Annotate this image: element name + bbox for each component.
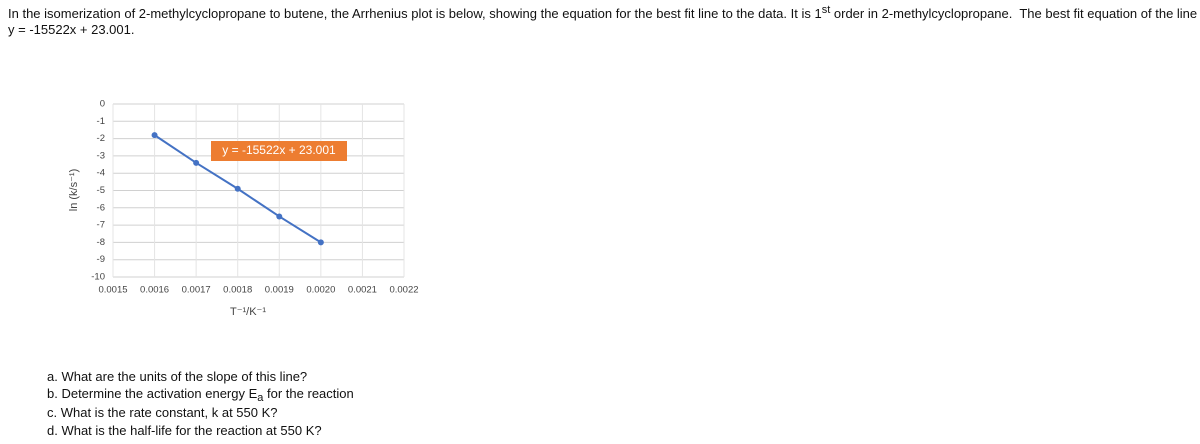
question-text: b. Determine the activation energy E <box>47 386 258 401</box>
y-tick-label: -9 <box>97 254 105 265</box>
x-axis-title: T⁻¹/K⁻¹ <box>230 306 266 318</box>
data-point <box>151 132 158 139</box>
data-point <box>193 159 200 166</box>
x-tick-label: 0.0018 <box>223 285 252 296</box>
question: c. What is the rate constant, k at 550 K… <box>47 405 278 420</box>
intro-text: y = -15522x + 23.001. <box>8 22 135 37</box>
intro-line: In the isomerization of 2-methylcyclopro… <box>8 4 1200 22</box>
intro-sup: st <box>821 4 831 16</box>
y-tick-label: -4 <box>97 168 105 179</box>
x-tick-label: 0.0016 <box>140 285 169 296</box>
x-tick-label: 0.0017 <box>182 285 211 296</box>
question: d. What is the half-life for the reactio… <box>47 423 322 438</box>
intro-text: In the isomerization of 2-methylcyclopro… <box>8 6 822 21</box>
question: b. Determine the activation energy Ea fo… <box>47 386 354 404</box>
x-tick-label: 0.0022 <box>389 285 418 296</box>
x-tick-label: 0.0020 <box>306 285 335 296</box>
y-tick-label: 0 <box>100 99 105 110</box>
y-tick-label: -8 <box>97 237 105 248</box>
data-point <box>234 185 241 192</box>
y-tick-label: -1 <box>97 116 105 127</box>
y-axis-title: ln (k/s⁻¹) <box>68 169 80 211</box>
y-tick-label: -5 <box>97 185 105 196</box>
y-tick-label: -10 <box>91 272 105 283</box>
x-tick-label: 0.0019 <box>265 285 294 296</box>
question-text: for the reaction <box>263 386 354 401</box>
intro-text: order in 2-methylcyclopropane. The best … <box>830 6 1200 21</box>
y-tick-label: -3 <box>97 150 105 161</box>
annotation-box <box>211 141 347 161</box>
y-tick-label: -7 <box>97 220 105 231</box>
question-sub: a <box>257 392 264 404</box>
x-tick-label: 0.0021 <box>348 285 377 296</box>
chart: 0 -1 -2 -3 -4 -5 -6 -7 -8 -9 -10 0.0015 0.0016 0.0017… <box>68 99 419 318</box>
question: a. What are the units of the slope of th… <box>47 369 308 384</box>
x-tick-label: 0.0015 <box>98 285 127 296</box>
y-tick-label: -6 <box>97 202 105 213</box>
data-point <box>317 239 324 246</box>
y-tick-label: -2 <box>97 133 105 144</box>
data-point <box>276 213 283 220</box>
annotation: y = -15522x + 23.001 <box>222 143 336 157</box>
